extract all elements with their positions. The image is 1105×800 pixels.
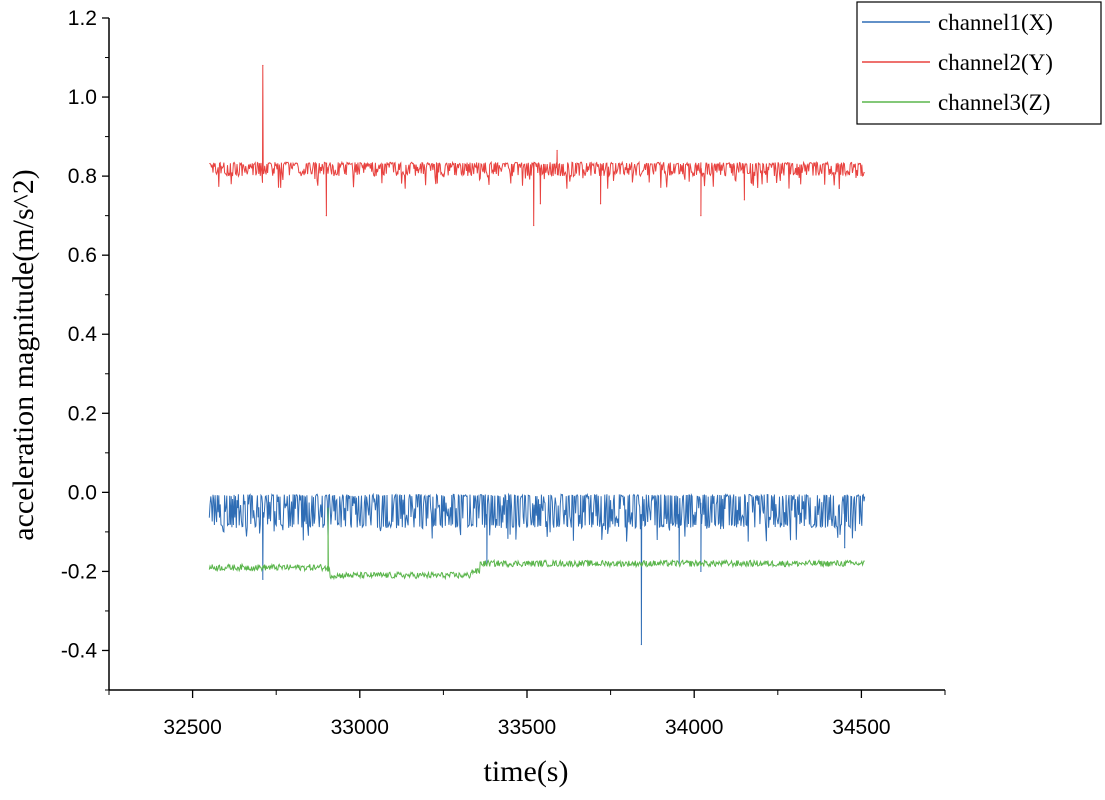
spike-point: [700, 570, 702, 573]
series-line-3: [208, 508, 865, 581]
x-axis-title: time(s): [484, 755, 569, 788]
y-tick-label: 0.8: [68, 165, 97, 188]
series-2: [209, 64, 865, 227]
spike-point: [743, 199, 745, 201]
y-tick-label: 1.0: [68, 86, 97, 109]
x-tick-label: 32500: [163, 716, 221, 739]
spike-point: [700, 215, 702, 217]
spike-point: [599, 203, 602, 205]
spike-point: [640, 643, 642, 646]
series-line-2: [209, 65, 865, 226]
x-tick-label: 33000: [331, 716, 389, 739]
y-axis-title: acceleration magnitude(m/s^2): [7, 169, 40, 540]
spike-point: [325, 215, 327, 217]
spike-point: [262, 578, 264, 580]
legend-label-channel1: channel1(X): [938, 10, 1053, 35]
y-tick-label: 0.4: [68, 323, 98, 346]
spike-point: [844, 547, 846, 549]
series-1: [208, 492, 866, 646]
plot-series: [208, 64, 866, 646]
spike-point: [327, 507, 329, 509]
spike-point: [262, 64, 264, 67]
y-tick-label: 0.2: [68, 402, 97, 425]
y-tick-label: -0.2: [61, 560, 97, 583]
spike-point: [539, 203, 541, 205]
y-tick-label: -0.4: [61, 639, 98, 662]
series-line-1: [208, 492, 866, 645]
legend-label-channel2: channel2(Y): [938, 50, 1053, 75]
y-tick-label: 1.2: [68, 7, 97, 30]
series-3: [208, 507, 865, 581]
y-axis: -0.4 -0.2 0.0 0.2 0.4 0.6 0.8 1.0 1.2: [61, 7, 110, 691]
x-axis: 32500 33000 33500 34000 34500: [108, 689, 946, 739]
spike-point: [533, 224, 535, 227]
spike-point: [556, 149, 558, 152]
x-tick-label: 33500: [498, 716, 556, 739]
x-tick-label: 34000: [665, 716, 723, 739]
x-tick-label: 34500: [832, 716, 890, 739]
y-tick-label: 0.6: [68, 244, 97, 267]
legend-label-channel3: channel3(Z): [938, 90, 1050, 115]
legend: channel1(X) channel2(Y) channel3(Z): [856, 1, 1102, 125]
y-tick-label: 0.0: [68, 481, 97, 504]
